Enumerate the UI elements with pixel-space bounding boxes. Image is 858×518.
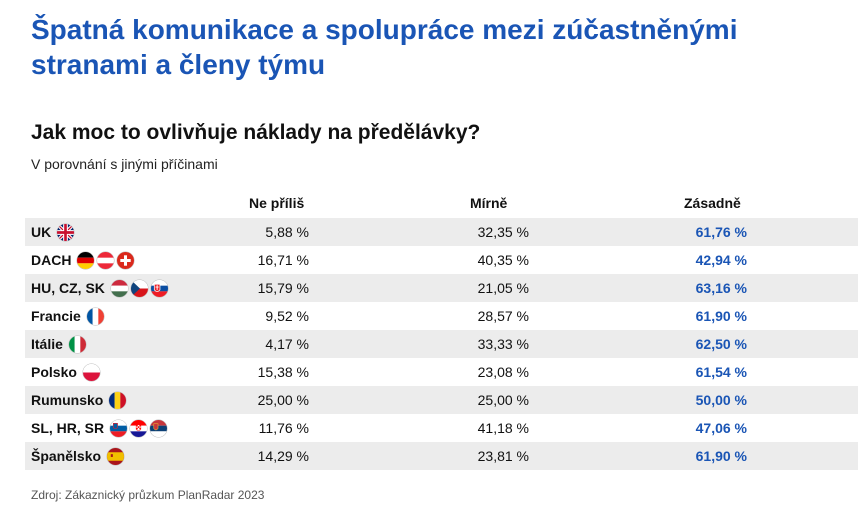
value-zasadne: 61,54 % (695, 364, 747, 380)
value-zasadne: 42,94 % (695, 252, 747, 268)
value-zasadne: 61,76 % (695, 224, 747, 240)
table-row: Španělsko 14,29 % 23,81 % 61,90 % (25, 442, 858, 470)
switzerland-flag-icon (117, 251, 135, 269)
poland-flag-icon (82, 363, 100, 381)
value-zasadne: 47,06 % (695, 420, 747, 436)
table-row: UK 5,88 % 32,35 % 61,76 % (25, 218, 858, 246)
value-mirne: 21,05 % (477, 280, 529, 296)
romania-flag-icon (109, 391, 127, 409)
germany-flag-icon (77, 251, 95, 269)
value-ne-prilis: 9,52 % (265, 308, 309, 324)
country-name: SL, HR, SR (31, 420, 105, 436)
column-header-mirne: Mírně (470, 195, 508, 211)
uk-flag-icon (57, 223, 75, 241)
page-title: Špatná komunikace a spolupráce mezi zúča… (31, 14, 738, 80)
slovenia-flag-icon (110, 419, 128, 437)
country-name: UK (31, 224, 52, 240)
table-row: Itálie 4,17 % 33,33 % 62,50 % (25, 330, 858, 358)
table-row: Rumunsko 25,00 % 25,00 % 50,00 % (25, 386, 858, 414)
italy-flag-icon (68, 335, 86, 353)
value-ne-prilis: 16,71 % (257, 252, 309, 268)
value-ne-prilis: 11,76 % (258, 420, 309, 436)
value-mirne: 33,33 % (477, 336, 529, 352)
column-header-ne-prilis: Ne příliš (249, 195, 305, 211)
column-header-zasadne: Zásadně (684, 195, 741, 211)
row-label: UK (31, 218, 75, 246)
row-label: Španělsko (31, 442, 125, 470)
chart-title: Jak moc to ovlivňuje náklady na předěláv… (31, 121, 481, 144)
value-mirne: 28,57 % (477, 308, 529, 324)
row-label: Rumunsko (31, 386, 127, 414)
row-label: Itálie (31, 330, 86, 358)
country-name: Španělsko (31, 448, 102, 464)
data-table: UK 5,88 % 32,35 % 61,76 % DACH 16,71 % 40,35 %… (25, 218, 858, 470)
hungary-flag-icon (110, 279, 128, 297)
chart-subtitle: V porovnání s jinými příčinami (31, 156, 218, 172)
table-row: DACH 16,71 % 40,35 % 42,94 % (25, 246, 858, 274)
table-row: Polsko 15,38 % 23,08 % 61,54 % (25, 358, 858, 386)
table-row: HU, CZ, SK 15,79 % 21,05 % 63,16 % (25, 274, 858, 302)
value-zasadne: 61,90 % (695, 308, 747, 324)
value-ne-prilis: 4,17 % (265, 336, 309, 352)
value-zasadne: 61,90 % (695, 448, 747, 464)
value-zasadne: 62,50 % (695, 336, 747, 352)
austria-flag-icon (97, 251, 115, 269)
value-mirne: 40,35 % (477, 252, 529, 268)
value-ne-prilis: 14,29 % (257, 448, 309, 464)
value-mirne: 23,81 % (477, 448, 529, 464)
value-mirne: 41,18 % (477, 420, 529, 436)
value-ne-prilis: 15,79 % (257, 280, 309, 296)
value-mirne: 25,00 % (477, 392, 529, 408)
croatia-flag-icon (130, 419, 148, 437)
value-mirne: 32,35 % (477, 224, 529, 240)
row-label: Francie (31, 302, 104, 330)
table-row: Francie 9,52 % 28,57 % 61,90 % (25, 302, 858, 330)
value-ne-prilis: 15,38 % (257, 364, 309, 380)
country-name: DACH (31, 252, 72, 268)
value-zasadne: 63,16 % (695, 280, 747, 296)
country-name: Itálie (31, 336, 63, 352)
value-mirne: 23,08 % (477, 364, 529, 380)
table-row: SL, HR, SR 11,76 % 41,18 % 47,06 % (25, 414, 858, 442)
row-label: DACH (31, 246, 135, 274)
row-label: Polsko (31, 358, 100, 386)
spain-flag-icon (107, 447, 125, 465)
slovakia-flag-icon (150, 279, 168, 297)
serbia-flag-icon (150, 419, 168, 437)
country-name: Rumunsko (31, 392, 104, 408)
france-flag-icon (86, 307, 104, 325)
value-ne-prilis: 25,00 % (257, 392, 309, 408)
source-note: Zdroj: Zákaznický průzkum PlanRadar 2023 (31, 488, 265, 502)
country-name: Polsko (31, 364, 77, 380)
row-label: SL, HR, SR (31, 414, 168, 442)
country-name: HU, CZ, SK (31, 280, 105, 296)
value-zasadne: 50,00 % (695, 392, 747, 408)
country-name: Francie (31, 308, 81, 324)
czech-flag-icon (130, 279, 148, 297)
row-label: HU, CZ, SK (31, 274, 168, 302)
value-ne-prilis: 5,88 % (265, 224, 309, 240)
